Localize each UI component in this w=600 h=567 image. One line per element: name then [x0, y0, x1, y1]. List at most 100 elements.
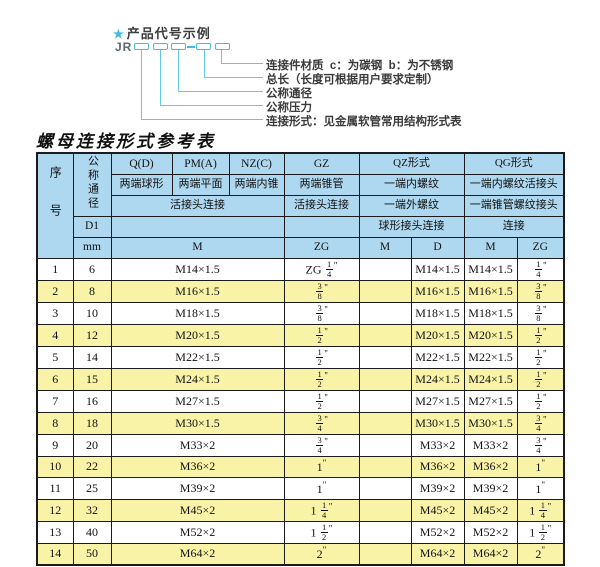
- cell-qg-zg: 1 2 ": [516, 389, 565, 413]
- cell-qg-zg: 1": [516, 477, 565, 500]
- diagram-label-diameter: 公称通径: [266, 88, 312, 100]
- cell-qg-m: M16×1.5: [463, 279, 518, 303]
- cell-dn: 14: [72, 345, 112, 369]
- table-row: 10 22 M36×2 1" M36×2 M36×2 1": [36, 455, 565, 478]
- cell-seq: 13: [36, 520, 74, 544]
- cell-qg-m: M64×2: [463, 542, 518, 565]
- header-q-desc: 两端球形: [110, 173, 173, 196]
- cell-qg-zg: 3 4 ": [516, 433, 565, 457]
- header-gz-connection: 活接头连接: [283, 194, 360, 217]
- cell-qz-d: M33×2: [410, 433, 465, 457]
- cell-qg-m: M30×1.5: [463, 411, 518, 435]
- cell-dn: 15: [72, 367, 112, 391]
- cell-m: M16×1.5: [110, 279, 285, 303]
- header-nz: NZ(C): [228, 152, 285, 175]
- table-row: 12 32 M45×2 1 1 4 " M45×2 M45×2 1 1 4 ": [36, 498, 565, 522]
- table-row: 2 8 M16×1.5 3 8 " M16×1.5 M16×1.5 3 8 ": [36, 279, 565, 303]
- cell-seq: 1: [36, 257, 74, 281]
- cell-qg-m: M20×1.5: [463, 323, 518, 347]
- cell-qg-zg: 1 2 ": [516, 345, 565, 369]
- cell-m: M64×2: [110, 542, 285, 565]
- cell-gz: 1 1 2 ": [283, 520, 360, 544]
- cell-qz-m: [358, 477, 412, 500]
- header-qz-row2: 一端内螺纹: [358, 173, 465, 196]
- diagram-label-pressure: 公称压力: [266, 102, 312, 114]
- cell-seq: 11: [36, 477, 74, 500]
- code-dash: [187, 46, 195, 48]
- cell-m: M14×1.5: [110, 257, 285, 281]
- cell-dn: 40: [72, 520, 112, 544]
- cell-dn: 20: [72, 433, 112, 457]
- table-row: 14 50 M64×2 2" M64×2 M64×2 2": [36, 542, 565, 565]
- cell-gz: 3 4 ": [283, 411, 360, 435]
- header-gz: GZ: [283, 152, 360, 175]
- cell-m: M18×1.5: [110, 301, 285, 325]
- cell-seq: 2: [36, 279, 74, 303]
- cell-qg-m: M45×2: [463, 498, 518, 522]
- cell-seq: 7: [36, 389, 74, 413]
- cell-qz-d: M39×2: [410, 477, 465, 500]
- table-row: 6 15 M24×1.5 1 2 " M24×1.5 M24×1.5 1 2 ": [36, 367, 565, 391]
- cell-gz: 1 2 ": [283, 389, 360, 413]
- cell-qz-m: [358, 411, 412, 435]
- cell-qz-d: M16×1.5: [410, 279, 465, 303]
- cell-qz-m: [358, 367, 412, 391]
- header-empty-gz: [283, 215, 360, 238]
- cell-seq: 3: [36, 301, 74, 325]
- cell-seq: 6: [36, 367, 74, 391]
- cell-qz-m: [358, 520, 412, 544]
- cell-dn: 18: [72, 411, 112, 435]
- cell-m: M27×1.5: [110, 389, 285, 413]
- header-qz-row4: 球形接头连接: [358, 215, 465, 238]
- code-box-2: [152, 43, 168, 50]
- cell-seq: 12: [36, 498, 74, 522]
- cell-qz-d: M36×2: [410, 455, 465, 478]
- cell-qz-d: M24×1.5: [410, 367, 465, 391]
- cell-gz: 3 8 ": [283, 279, 360, 303]
- cell-m: M30×1.5: [110, 411, 285, 435]
- cell-qg-zg: 1": [516, 455, 565, 478]
- cell-qg-m: M36×2: [463, 455, 518, 478]
- table-row: 8 18 M30×1.5 3 4 " M30×1.5 M30×1.5 3 4 ": [36, 411, 565, 435]
- diagram-heading: ★ 产品代号示例: [113, 23, 211, 42]
- cell-m: M52×2: [110, 520, 285, 544]
- cell-dn: 25: [72, 477, 112, 500]
- table-body: 1 6 M14×1.5 ZG 1 4 " M14×1.5 M14×1.5 1 4 " 2 8 M16×1.…: [36, 257, 565, 565]
- header-qz-d: D: [410, 236, 465, 259]
- table-row: 4 12 M20×1.5 1 2 " M20×1.5 M20×1.5 1 2 ": [36, 323, 565, 347]
- diagram-label-material: 连接件材质 c：为碳钢 b：为不锈钢: [266, 60, 454, 72]
- cell-gz: 1 2 ": [283, 367, 360, 391]
- cell-m: M20×1.5: [110, 323, 285, 347]
- header-gz-desc: 两端锥管: [283, 173, 360, 196]
- cell-qz-d: M52×2: [410, 520, 465, 544]
- cell-qz-m: [358, 301, 412, 325]
- connector-line-4: [159, 50, 263, 106]
- cell-seq: 14: [36, 542, 74, 565]
- cell-m: M36×2: [110, 455, 285, 478]
- header-qg-row2: 一端内螺纹活接头: [463, 173, 565, 196]
- header-qg-row4: 连接: [463, 215, 565, 238]
- header-empty-left: [110, 215, 285, 238]
- header-qg-zg: ZG: [516, 236, 565, 259]
- diagram-label-length: 总长（长度可根据用户要求定制）: [266, 74, 439, 86]
- table-row: 7 16 M27×1.5 1 2 " M27×1.5 M27×1.5 1 2 ": [36, 389, 565, 413]
- cell-gz: 3 4 ": [283, 433, 360, 457]
- cell-qz-m: [358, 389, 412, 413]
- cell-qg-zg: 1 2 ": [516, 367, 565, 391]
- cell-qz-d: M22×1.5: [410, 345, 465, 369]
- code-prefix: JR: [115, 40, 133, 54]
- header-qz-m: M: [358, 236, 412, 259]
- cell-dn: 50: [72, 542, 112, 565]
- cell-qz-m: [358, 279, 412, 303]
- cell-qg-m: M27×1.5: [463, 389, 518, 413]
- header-qg-form: QG形式: [463, 152, 565, 175]
- product-code-diagram: ★ 产品代号示例 JR 连接件材质 c：为碳钢 b：为不锈钢 总长（长度可根据用户…: [0, 0, 600, 128]
- header-mm: mm: [72, 236, 112, 259]
- cell-qz-d: M14×1.5: [410, 257, 465, 281]
- cell-dn: 32: [72, 498, 112, 522]
- cell-gz: 1 1 4 ": [283, 498, 360, 522]
- cell-gz: ZG 1 4 ": [283, 257, 360, 281]
- cell-qz-m: [358, 345, 412, 369]
- cell-m: M24×1.5: [110, 367, 285, 391]
